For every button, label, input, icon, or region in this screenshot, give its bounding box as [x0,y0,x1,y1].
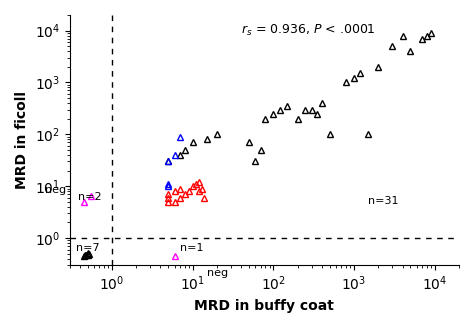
Text: n=1: n=1 [180,243,203,254]
Y-axis label: MRD in ficoll: MRD in ficoll [15,91,29,189]
Text: n=31: n=31 [368,196,399,206]
X-axis label: MRD in buffy coat: MRD in buffy coat [194,299,334,313]
Text: neg: neg [207,268,228,277]
Text: neg: neg [45,185,66,195]
Text: n=7: n=7 [76,243,100,254]
Text: $r_s$ = 0.936, $\it{P}$ < .0001: $r_s$ = 0.936, $\it{P}$ < .0001 [241,23,376,38]
Text: n=2: n=2 [78,192,101,202]
